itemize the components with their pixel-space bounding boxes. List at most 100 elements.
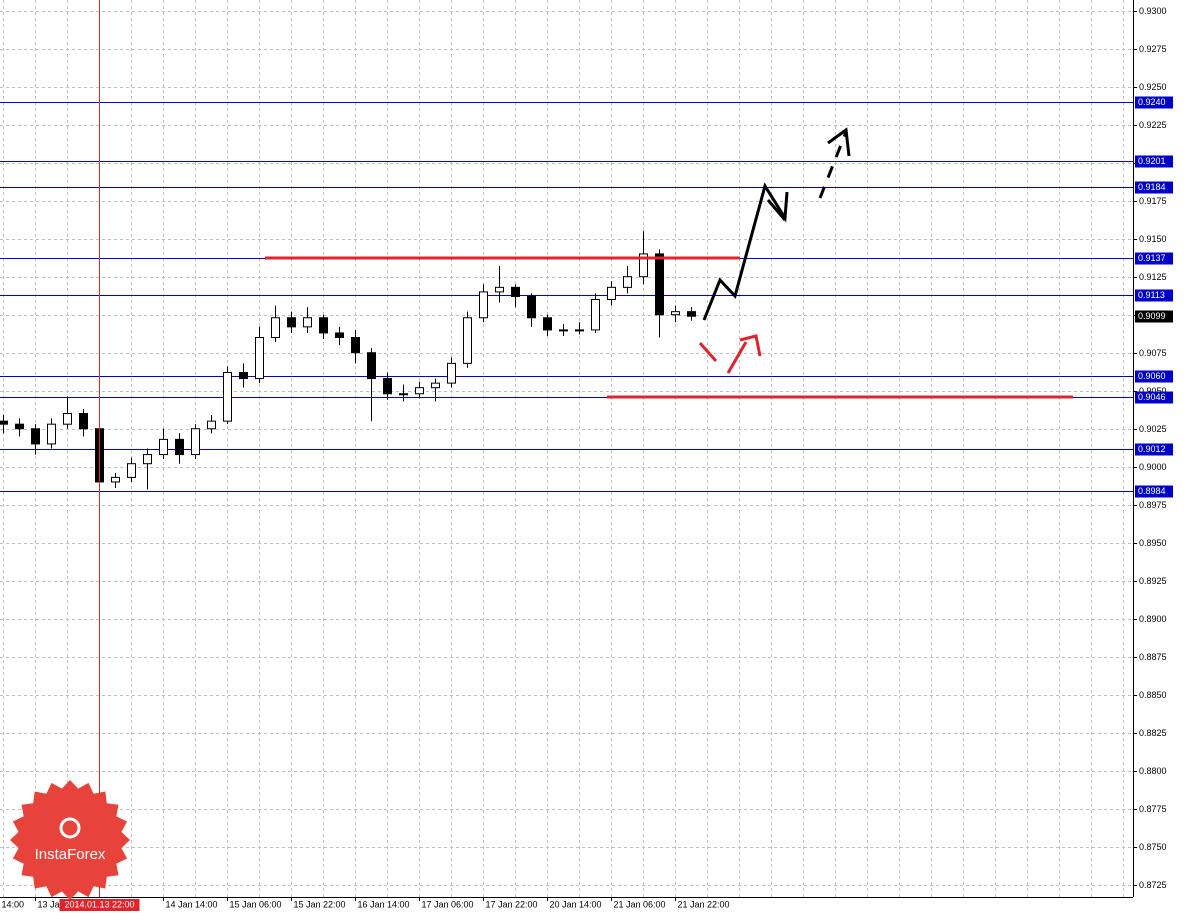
level-label-box — [1135, 96, 1173, 109]
annotations — [265, 127, 1073, 399]
y-tick-label: 0.9075 — [1139, 348, 1167, 358]
level-label-box — [1135, 252, 1173, 265]
candle-body — [15, 423, 24, 430]
x-tick-label: 14 Jan 14:00 — [166, 899, 218, 909]
y-tick-label: 0.8875 — [1139, 652, 1167, 662]
level-label-box — [1135, 155, 1173, 168]
level-label: 0.9060 — [1138, 371, 1166, 381]
candle-body — [255, 337, 264, 380]
y-tick-label: 0.8725 — [1139, 880, 1167, 890]
alt-path — [698, 342, 718, 362]
candle-body — [31, 428, 40, 445]
y-tick-label: 0.9300 — [1139, 6, 1167, 16]
alt-path — [726, 341, 748, 374]
crosshair-label: 2014.01.13 22:00 — [64, 899, 134, 909]
level-label: 0.9201 — [1138, 156, 1166, 166]
x-tick-label: 14:00 — [2, 899, 25, 909]
candle-body — [223, 371, 232, 422]
alt-arrowhead — [739, 334, 762, 357]
x-tick-label: 15 Jan 06:00 — [230, 899, 282, 909]
level-label: 0.9137 — [1138, 253, 1166, 263]
x-tick-label: 17 Jan 06:00 — [422, 899, 474, 909]
candle-body — [287, 317, 296, 328]
level-label-box — [1135, 289, 1173, 302]
y-tick-label: 0.8750 — [1139, 842, 1167, 852]
y-tick-label: 0.8950 — [1139, 538, 1167, 548]
logo-icon — [59, 817, 81, 839]
level-label-box — [1135, 485, 1173, 498]
y-tick-label: 0.8900 — [1139, 614, 1167, 624]
logo: InstaForex — [10, 780, 130, 900]
candle-body — [495, 286, 504, 293]
last-price-box — [1135, 310, 1173, 323]
level-label-box — [1135, 443, 1173, 456]
candle-body — [463, 317, 472, 364]
forecast-arrowhead — [827, 127, 851, 157]
x-tick-label: 21 Jan 06:00 — [614, 899, 666, 909]
candle-body — [591, 299, 600, 331]
candle-body — [63, 413, 72, 425]
y-tick-label: 0.8825 — [1139, 728, 1167, 738]
level-label-box — [1135, 181, 1173, 194]
forecast-path — [702, 182, 789, 321]
candle-body — [399, 393, 408, 396]
candle-body — [127, 463, 136, 478]
candle-body — [47, 423, 56, 445]
x-tick-label: 21 Jan 22:00 — [678, 899, 730, 909]
level-label: 0.9046 — [1138, 392, 1166, 402]
candle-body — [335, 332, 344, 339]
candle-body — [383, 378, 392, 395]
crosshair-layer: 2014.01.13 22:00 — [59, 0, 140, 911]
y-tick-label: 0.9275 — [1139, 44, 1167, 54]
candle-body — [431, 382, 440, 389]
crosshair-label-box — [59, 899, 140, 911]
y-tick-label: 0.8800 — [1139, 766, 1167, 776]
y-tick-label: 0.8975 — [1139, 500, 1167, 510]
y-tick-label: 0.9150 — [1139, 234, 1167, 244]
level-label: 0.9184 — [1138, 182, 1166, 192]
candle-body — [239, 371, 248, 380]
candle-body — [143, 454, 152, 465]
candle-body — [79, 413, 88, 430]
candle-body — [207, 420, 216, 430]
candle-body — [351, 337, 360, 354]
y-tick-label: 0.9175 — [1139, 196, 1167, 206]
grid-layer — [0, 11, 1133, 886]
candle-body — [559, 329, 568, 332]
candle-layer — [0, 231, 696, 490]
candle-body — [191, 428, 200, 456]
candle-body — [447, 362, 456, 384]
x-tick-label: 20 Jan 14:00 — [550, 899, 602, 909]
candle-body — [655, 253, 664, 316]
level-label: 0.9240 — [1138, 97, 1166, 107]
y-tick-label: 0.8925 — [1139, 576, 1167, 586]
logo-badge — [10, 780, 130, 900]
y-tick-label: 0.9000 — [1139, 462, 1167, 472]
level-label-box — [1135, 370, 1173, 383]
candle-body — [303, 317, 312, 328]
level-label: 0.9113 — [1138, 290, 1165, 300]
candle-body — [415, 387, 424, 395]
y-tick-label: 0.9250 — [1139, 82, 1167, 92]
logo-text: InstaForex — [35, 846, 106, 863]
candle-body — [159, 438, 168, 456]
forecast-dashed — [818, 131, 848, 199]
y-tick-label: 0.9025 — [1139, 424, 1167, 434]
axis-layer: 0.8725 0.8750 0.8775 0.8800 0.8825 0.8850 0.88… — [2, 6, 1173, 909]
candle-body — [575, 329, 584, 332]
level-layer — [0, 102, 1133, 492]
candle-body — [639, 253, 648, 278]
candle-body — [0, 420, 8, 425]
y-tick-label: 0.8775 — [1139, 804, 1167, 814]
candle-body — [543, 317, 552, 331]
candle-body — [479, 291, 488, 319]
candle-body — [319, 317, 328, 334]
last-price-label: 0.9099 — [1138, 311, 1166, 321]
candle-body — [271, 317, 280, 339]
forecast-arrow — [766, 199, 787, 221]
y-tick-label: 0.9050 — [1139, 386, 1167, 396]
level-label-box — [1135, 391, 1173, 404]
candle-body — [607, 286, 616, 301]
candle-body — [111, 476, 120, 483]
